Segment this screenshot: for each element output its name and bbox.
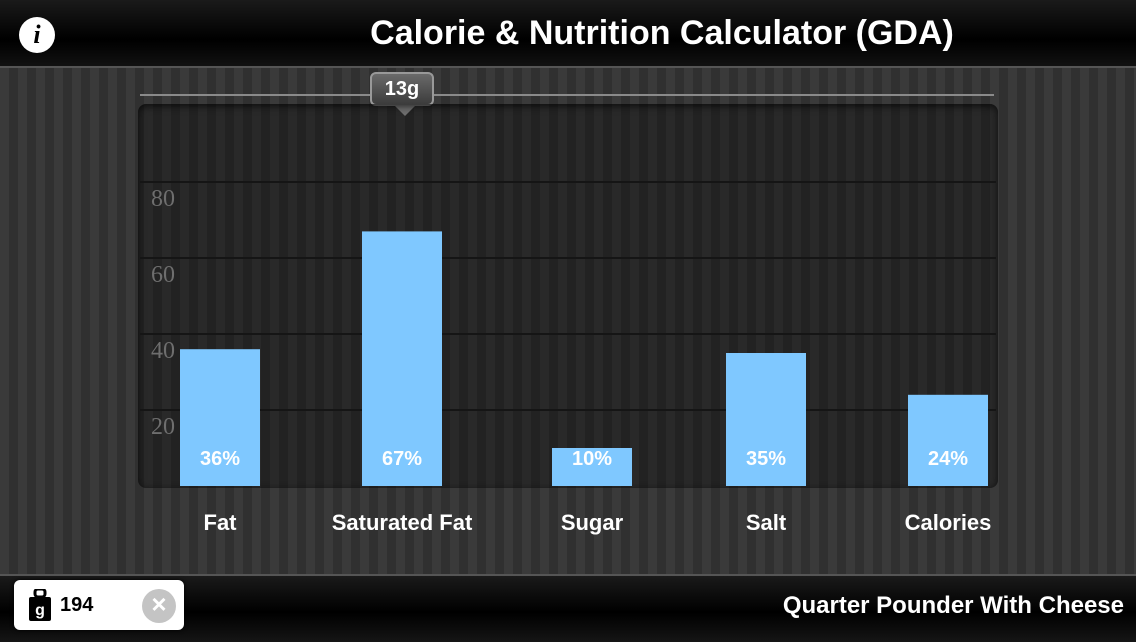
- bar-data-label: 24%: [928, 448, 968, 470]
- nutrition-chart: 20 40 60 80 36% Fat 67% Saturated Fat 10% Sugar 35…: [140, 181, 996, 535]
- chart-panel: [138, 104, 998, 488]
- weight-value: 194: [60, 594, 94, 616]
- page-title: Calorie & Nutrition Calculator (GDA): [370, 14, 954, 52]
- header-bar: i Calorie & Nutrition Calculator (GDA): [0, 0, 1136, 68]
- svg-text:g: g: [35, 602, 45, 619]
- portion-slider-track[interactable]: [140, 94, 994, 96]
- weight-icon: g: [29, 589, 51, 621]
- bar-sugar[interactable]: [552, 448, 632, 486]
- category-label: Fat: [204, 510, 238, 535]
- food-name: Quarter Pounder With Cheese: [782, 592, 1124, 619]
- info-icon[interactable]: i: [19, 17, 55, 53]
- slider-value: 13g: [384, 78, 420, 100]
- bar-data-label: 36%: [200, 448, 240, 470]
- y-tick-label: 40: [151, 338, 175, 364]
- y-tick-label: 60: [151, 262, 175, 288]
- bar-saturated-fat[interactable]: [362, 231, 442, 486]
- bar-data-label: 10%: [572, 448, 612, 470]
- y-tick-label: 80: [151, 186, 175, 212]
- footer-bar: [0, 574, 1136, 642]
- portion-slider-thumb[interactable]: 13g: [370, 72, 434, 116]
- bar-salt[interactable]: [726, 353, 806, 486]
- category-label: Sugar: [561, 510, 624, 535]
- weight-field[interactable]: g 194 ×: [14, 580, 184, 630]
- y-tick-label: 20: [151, 414, 175, 440]
- bar-fat[interactable]: [180, 349, 260, 486]
- bar-data-label: 35%: [746, 448, 786, 470]
- close-icon[interactable]: ×: [142, 589, 176, 623]
- category-label: Salt: [746, 510, 787, 535]
- bar-data-label: 67%: [382, 448, 422, 470]
- category-label: Saturated Fat: [332, 510, 473, 535]
- category-label: Calories: [905, 510, 992, 535]
- bar-calories[interactable]: [908, 394, 988, 486]
